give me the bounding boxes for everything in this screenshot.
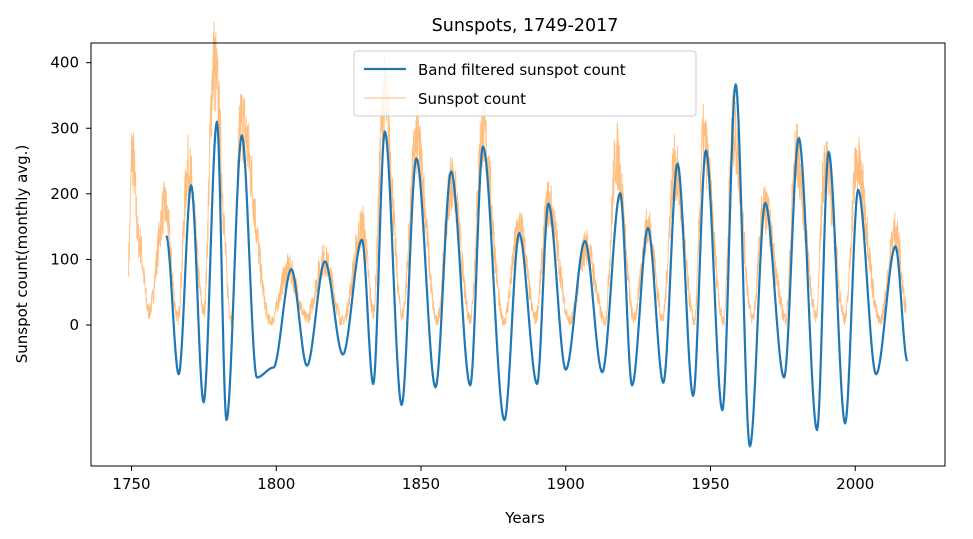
x-tick-label: 2000 (836, 475, 874, 493)
raw-series-layer (128, 21, 907, 327)
y-tick-label: 100 (50, 250, 79, 268)
x-tick-label: 1900 (547, 475, 585, 493)
filtered-series-layer (165, 83, 909, 448)
x-tick-label: 1800 (257, 475, 295, 493)
legend-box (353, 50, 697, 117)
legend-raw-label: Sunspot count (418, 90, 526, 108)
y-tick-label: 0 (69, 316, 79, 334)
legend: Band filtered sunspot count Sunspot count (353, 50, 697, 117)
band-filtered-line (165, 83, 909, 448)
y-axis-ticks: 0 100 200 300 400 (50, 54, 91, 334)
x-axis-label: Years (504, 509, 545, 527)
x-tick-label: 1950 (691, 475, 729, 493)
x-axis-ticks: 1750 1800 1850 1900 1950 2000 (112, 466, 874, 493)
x-tick-label: 1850 (402, 475, 440, 493)
chart-title: Sunspots, 1749-2017 (432, 16, 619, 36)
y-tick-label: 200 (50, 185, 79, 203)
sunspot-count-line (128, 21, 907, 327)
x-tick-label: 1750 (112, 475, 150, 493)
y-tick-label: 300 (50, 119, 79, 137)
legend-filtered-label: Band filtered sunspot count (418, 61, 626, 79)
plot-frame (90, 42, 946, 467)
y-tick-label: 400 (50, 54, 79, 72)
y-axis-label: Sunspot count(monthly avg.) (13, 145, 31, 364)
